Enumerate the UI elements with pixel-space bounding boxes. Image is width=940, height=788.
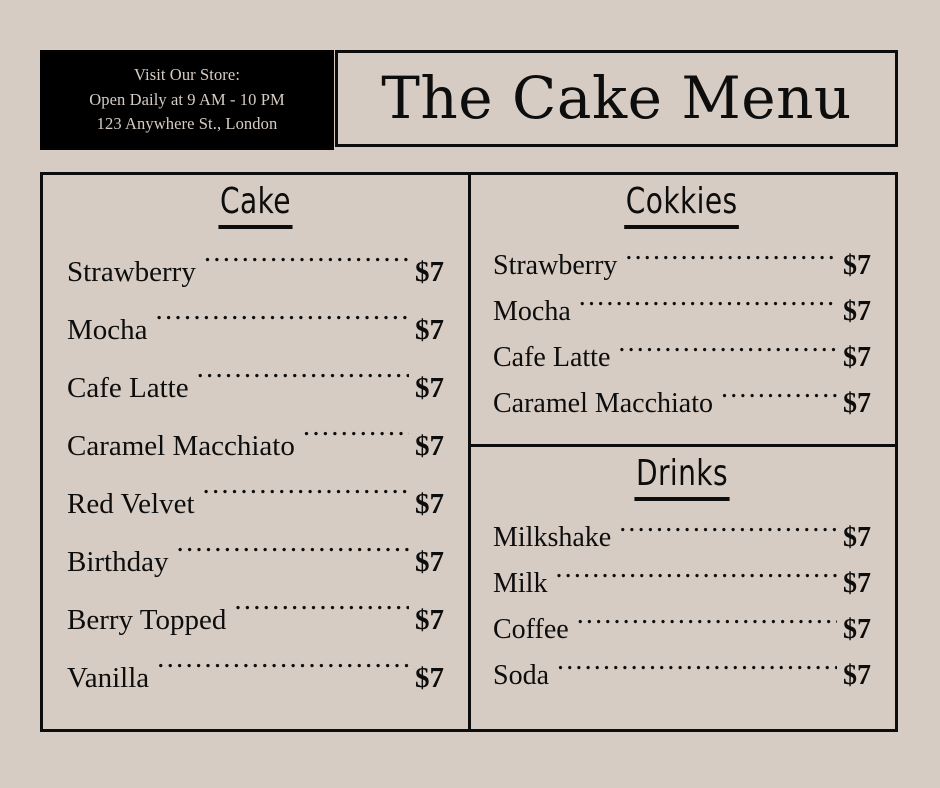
menu-item-name: Coffee bbox=[493, 613, 569, 645]
menu-item-price: $7 bbox=[415, 313, 444, 346]
menu-item-price: $7 bbox=[415, 545, 444, 578]
menu-item-row: Soda $7 bbox=[493, 653, 871, 699]
menu-item-row: Strawberry $7 bbox=[493, 243, 871, 289]
dot-leader bbox=[157, 658, 409, 687]
dot-leader bbox=[177, 542, 410, 571]
menu-board: Cake Strawberry $7 Mocha $7 Cafe Latte $… bbox=[40, 172, 898, 732]
section-heading-cake-label: Cake bbox=[218, 182, 293, 229]
drinks-item-list: Milkshake $7 Milk $7 Coffee $7 bbox=[493, 515, 871, 725]
menu-item-row: Coffee $7 bbox=[493, 607, 871, 653]
dot-leader bbox=[156, 310, 409, 339]
menu-item-price: $7 bbox=[843, 341, 871, 373]
menu-item-row: Cafe Latte $7 bbox=[493, 335, 871, 381]
menu-item-price: $7 bbox=[415, 371, 444, 404]
dot-leader bbox=[577, 610, 837, 638]
dot-leader bbox=[204, 252, 409, 281]
menu-item-price: $7 bbox=[415, 429, 444, 462]
store-info-block: Visit Our Store: Open Daily at 9 AM - 10… bbox=[40, 50, 334, 150]
store-info-line-2: Open Daily at 9 AM - 10 PM bbox=[89, 89, 285, 109]
menu-item-name: Milk bbox=[493, 567, 548, 599]
section-drinks: Drinks Milkshake $7 Milk $7 Coffee bbox=[471, 447, 895, 729]
page-title: The Cake Menu bbox=[381, 63, 852, 132]
menu-item-row: Red Velvet $7 bbox=[67, 475, 444, 533]
store-info-line-1: Visit Our Store: bbox=[133, 65, 241, 85]
menu-item-row: Caramel Macchiato $7 bbox=[67, 417, 444, 475]
menu-item-row: Cafe Latte $7 bbox=[67, 359, 444, 417]
menu-item-row: Birthday $7 bbox=[67, 533, 444, 591]
menu-item-name: Berry Topped bbox=[67, 603, 227, 636]
section-heading-cake: Cake bbox=[67, 182, 444, 229]
menu-item-row: Berry Topped $7 bbox=[67, 591, 444, 649]
menu-item-name: Caramel Macchiato bbox=[493, 387, 714, 419]
menu-item-price: $7 bbox=[843, 387, 871, 419]
cake-item-list: Strawberry $7 Mocha $7 Cafe Latte $7 Car… bbox=[67, 243, 444, 719]
menu-item-row: Mocha $7 bbox=[493, 289, 871, 335]
menu-item-price: $7 bbox=[843, 521, 871, 553]
menu-item-name: Birthday bbox=[67, 545, 169, 578]
cookies-item-list: Strawberry $7 Mocha $7 Cafe Latte $7 bbox=[493, 243, 871, 440]
dot-leader bbox=[625, 246, 837, 274]
section-heading-drinks-label: Drinks bbox=[634, 454, 730, 501]
dot-leader bbox=[203, 484, 409, 513]
menu-item-row: Milk $7 bbox=[493, 561, 871, 607]
section-heading-cookies: Cokkies bbox=[493, 182, 871, 229]
menu-item-row: Vanilla $7 bbox=[67, 649, 444, 707]
menu-item-price: $7 bbox=[415, 661, 444, 694]
menu-item-price: $7 bbox=[843, 249, 871, 281]
menu-item-name: Mocha bbox=[493, 295, 571, 327]
menu-item-name: Strawberry bbox=[493, 249, 618, 281]
menu-item-price: $7 bbox=[843, 659, 871, 691]
section-heading-cookies-label: Cokkies bbox=[624, 182, 740, 229]
menu-item-row: Caramel Macchiato $7 bbox=[493, 381, 871, 427]
dot-leader bbox=[721, 384, 837, 412]
menu-item-name: Caramel Macchiato bbox=[67, 429, 295, 462]
store-info-line-3: 123 Anywhere St., London bbox=[96, 114, 278, 134]
menu-item-name: Cafe Latte bbox=[493, 341, 611, 373]
dot-leader bbox=[619, 518, 837, 546]
section-heading-drinks: Drinks bbox=[493, 454, 871, 501]
menu-item-row: Strawberry $7 bbox=[67, 243, 444, 301]
menu-item-name: Strawberry bbox=[67, 255, 196, 288]
menu-item-name: Cafe Latte bbox=[67, 371, 189, 404]
menu-title-panel: The Cake Menu bbox=[335, 50, 898, 147]
dot-leader bbox=[618, 338, 837, 366]
menu-item-name: Mocha bbox=[67, 313, 148, 346]
menu-item-price: $7 bbox=[843, 295, 871, 327]
menu-item-price: $7 bbox=[415, 255, 444, 288]
dot-leader bbox=[557, 656, 837, 684]
menu-item-name: Milkshake bbox=[493, 521, 612, 553]
menu-item-price: $7 bbox=[843, 613, 871, 645]
dot-leader bbox=[579, 292, 837, 320]
dot-leader bbox=[234, 600, 409, 629]
menu-item-price: $7 bbox=[843, 567, 871, 599]
dot-leader bbox=[197, 368, 409, 397]
menu-item-row: Milkshake $7 bbox=[493, 515, 871, 561]
section-cake: Cake Strawberry $7 Mocha $7 Cafe Latte $… bbox=[43, 175, 471, 729]
right-column: Cokkies Strawberry $7 Mocha $7 Cafe Latt… bbox=[471, 175, 895, 729]
menu-item-row: Mocha $7 bbox=[67, 301, 444, 359]
section-cookies: Cokkies Strawberry $7 Mocha $7 Cafe Latt… bbox=[471, 175, 895, 447]
menu-header: Visit Our Store: Open Daily at 9 AM - 10… bbox=[40, 50, 898, 150]
menu-item-name: Vanilla bbox=[67, 661, 150, 694]
menu-item-price: $7 bbox=[415, 603, 444, 636]
menu-item-name: Soda bbox=[493, 659, 549, 691]
dot-leader bbox=[303, 426, 409, 455]
menu-item-name: Red Velvet bbox=[67, 487, 195, 520]
dot-leader bbox=[555, 564, 837, 592]
menu-item-price: $7 bbox=[415, 487, 444, 520]
